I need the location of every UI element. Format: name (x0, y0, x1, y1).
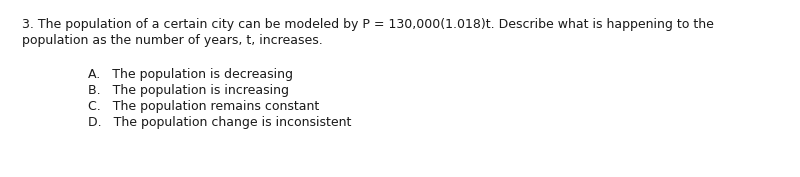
Text: 3. The population of a certain city can be modeled by P = 130,000(1.018)t. Descr: 3. The population of a certain city can … (22, 18, 714, 31)
Text: population as the number of years, t, increases.: population as the number of years, t, in… (22, 34, 322, 47)
Text: A.   The population is decreasing: A. The population is decreasing (88, 68, 293, 81)
Text: D.   The population change is inconsistent: D. The population change is inconsistent (88, 116, 351, 129)
Text: C.   The population remains constant: C. The population remains constant (88, 100, 319, 113)
Text: B.   The population is increasing: B. The population is increasing (88, 84, 289, 97)
